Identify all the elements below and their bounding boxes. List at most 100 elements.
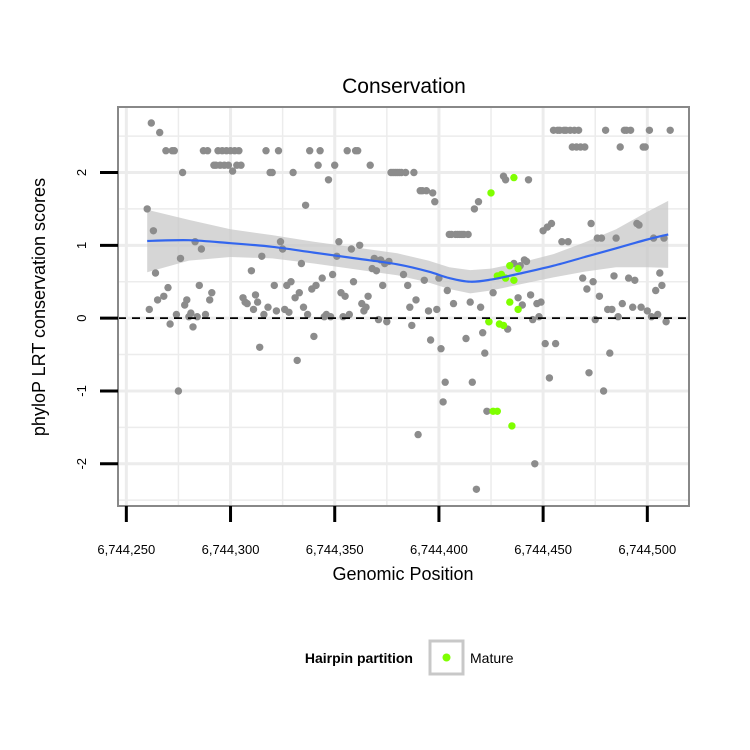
data-point [656, 269, 664, 277]
data-point [187, 309, 195, 317]
data-point [535, 313, 543, 321]
data-point [443, 286, 451, 295]
data-point [595, 292, 604, 300]
mature-point [506, 298, 514, 306]
data-point [404, 281, 412, 290]
mature-point [499, 321, 508, 330]
data-point [551, 339, 560, 348]
data-point [406, 303, 414, 311]
data-point [197, 245, 206, 253]
data-point [420, 276, 428, 284]
data-point [258, 252, 266, 260]
data-point [174, 387, 183, 395]
data-point [272, 307, 281, 315]
data-point [433, 305, 441, 314]
data-point [260, 310, 268, 319]
data-point [587, 219, 595, 228]
x-tick-label: 6,744,500 [618, 542, 676, 557]
legend-mature-swatch [442, 653, 451, 662]
data-point [147, 119, 155, 127]
data-point [349, 278, 358, 286]
mature-point [514, 264, 522, 273]
data-point [274, 147, 283, 155]
data-point [410, 168, 418, 177]
x-tick-label: 6,744,350 [306, 542, 364, 557]
data-point [662, 318, 670, 326]
data-point [164, 283, 172, 292]
data-point [316, 147, 324, 155]
data-point [424, 307, 433, 315]
data-point [372, 267, 381, 275]
data-point [616, 143, 624, 151]
data-point [310, 332, 318, 341]
data-point [426, 336, 435, 344]
x-tick-label: 6,744,400 [410, 542, 468, 557]
data-point [441, 378, 449, 386]
data-point [629, 303, 637, 311]
x-tick-label: 6,744,450 [514, 542, 572, 557]
data-point [331, 161, 339, 169]
data-point [303, 310, 312, 319]
data-point [224, 161, 233, 169]
data-point [143, 205, 151, 213]
data-point [195, 281, 203, 290]
x-tick-label: 6,744,250 [97, 542, 155, 557]
data-point [470, 205, 479, 213]
y-tick-label: 2 [74, 169, 89, 176]
data-point [474, 198, 483, 206]
data-point [162, 147, 170, 155]
data-point [439, 398, 447, 406]
data-point [537, 298, 545, 306]
data-point [614, 313, 622, 321]
data-point [401, 168, 410, 177]
legend: Hairpin partition Mature [305, 639, 514, 676]
data-point [637, 303, 645, 311]
data-point [481, 349, 489, 357]
data-point [208, 289, 216, 297]
data-point [228, 167, 237, 175]
data-point [522, 257, 531, 266]
data-point [176, 254, 185, 263]
data-point [422, 187, 431, 195]
data-point [585, 369, 593, 377]
data-point [341, 292, 349, 300]
data-point [449, 299, 458, 308]
data-point [160, 292, 168, 300]
data-point [431, 198, 439, 206]
data-point [318, 274, 326, 282]
data-point [291, 294, 299, 302]
data-point [264, 303, 272, 311]
data-point [618, 299, 626, 308]
data-point [429, 189, 437, 197]
data-point [256, 343, 264, 351]
data-point [514, 294, 522, 302]
data-point [547, 219, 556, 228]
data-point [479, 329, 487, 337]
y-tick-label: 0 [74, 315, 89, 322]
data-point [364, 292, 372, 300]
data-point [654, 310, 662, 319]
data-point [366, 161, 374, 169]
data-point [314, 161, 322, 169]
x-tick-label: 6,744,300 [202, 542, 260, 557]
data-point [295, 289, 303, 297]
data-point [345, 310, 353, 319]
data-point [203, 147, 212, 155]
data-point [608, 305, 616, 314]
data-point [270, 281, 278, 290]
data-point [412, 296, 420, 304]
mature-point [510, 276, 518, 284]
data-point [524, 176, 533, 184]
data-point [645, 126, 654, 134]
mature-point [506, 262, 514, 270]
data-point [328, 270, 337, 279]
data-point [583, 285, 591, 293]
data-point [564, 238, 572, 246]
data-point [464, 230, 472, 239]
data-point [624, 274, 633, 282]
data-point [354, 147, 362, 155]
data-point [658, 281, 666, 290]
data-point [606, 349, 614, 357]
data-point [297, 259, 306, 268]
data-point [343, 147, 351, 155]
